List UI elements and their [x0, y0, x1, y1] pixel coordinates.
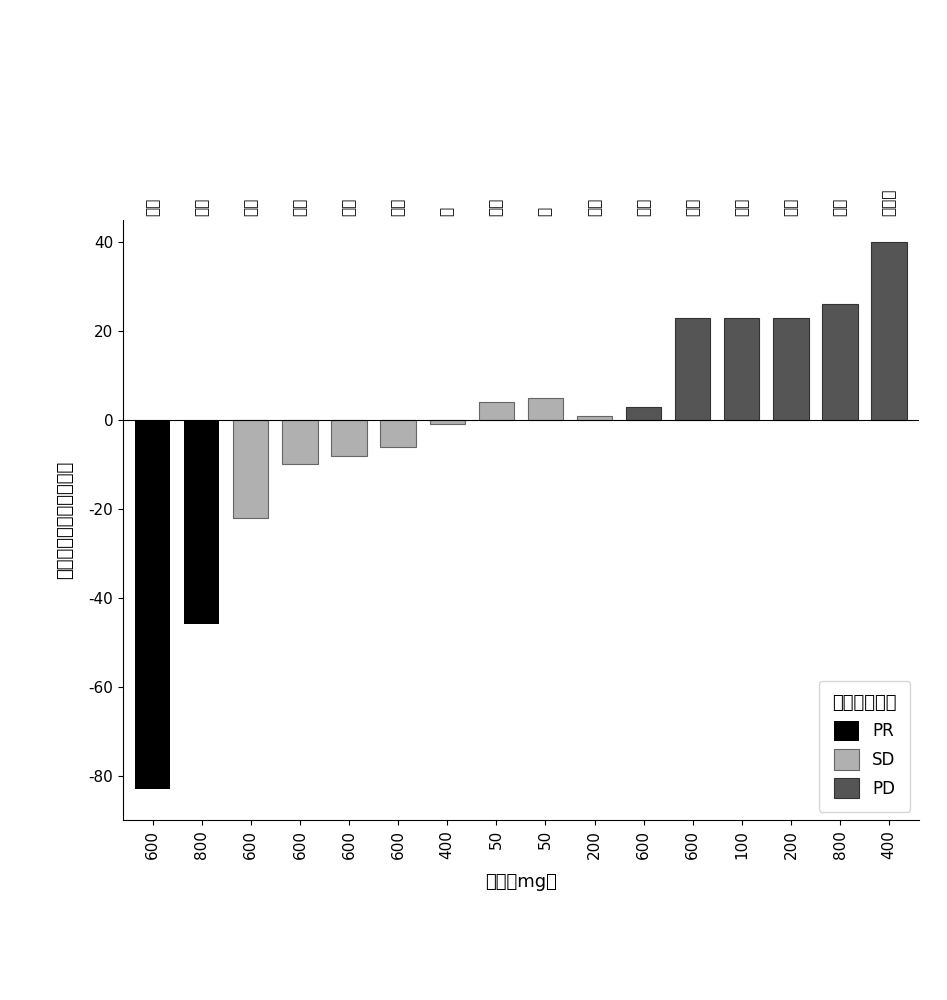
Bar — [381, 420, 416, 447]
Text: 肾上腑: 肾上腑 — [882, 188, 897, 216]
Text: 卵巢: 卵巢 — [145, 197, 160, 216]
Bar — [871, 242, 907, 420]
Legend: PR, SD, PD: PR, SD, PD — [819, 681, 910, 812]
Bar — [577, 416, 612, 420]
Text: 乳腹: 乳腹 — [734, 197, 749, 216]
Bar — [527, 398, 563, 420]
Bar — [675, 318, 710, 420]
Text: 胰腹: 胰腹 — [243, 197, 259, 216]
Y-axis label: 与基线相比的变化百分比: 与基线相比的变化百分比 — [57, 461, 75, 579]
Text: 卵巢: 卵巢 — [783, 197, 798, 216]
Bar — [724, 318, 759, 420]
Bar — [430, 420, 465, 424]
Text: 间皮: 间皮 — [587, 197, 602, 216]
Text: 肾: 肾 — [439, 206, 455, 216]
Text: 胰腹: 胰腹 — [489, 197, 504, 216]
Bar — [478, 402, 514, 420]
Text: 胰腹: 胰腹 — [390, 197, 405, 216]
Text: 卵巢: 卵巢 — [832, 197, 848, 216]
Bar — [822, 304, 858, 420]
Bar — [774, 318, 809, 420]
Text: 卵巢: 卵巢 — [293, 197, 308, 216]
X-axis label: 剂量（mg）: 剂量（mg） — [485, 873, 557, 891]
Text: 肠道: 肠道 — [686, 197, 700, 216]
Text: 肺: 肺 — [538, 206, 553, 216]
Text: 卵巢: 卵巢 — [194, 197, 209, 216]
Bar — [134, 420, 170, 789]
Text: 胆囊: 胆囊 — [636, 197, 652, 216]
Bar — [233, 420, 268, 518]
Bar — [626, 407, 661, 420]
Text: 胰腹: 胰腹 — [342, 197, 356, 216]
Bar — [282, 420, 317, 464]
Bar — [184, 420, 220, 624]
Bar — [331, 420, 366, 456]
